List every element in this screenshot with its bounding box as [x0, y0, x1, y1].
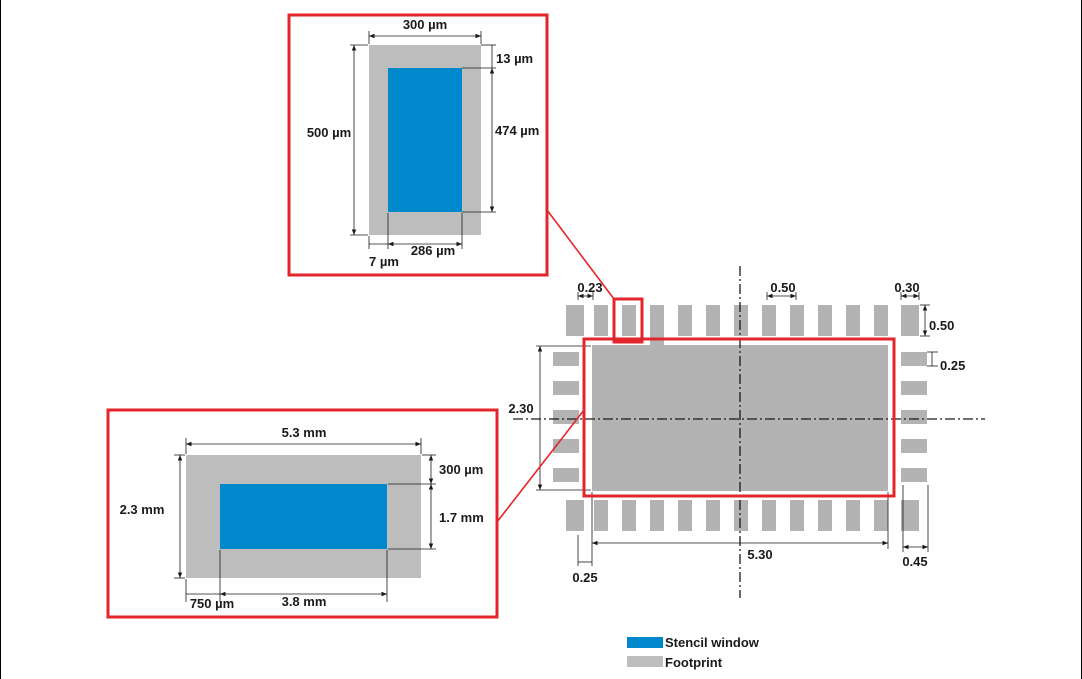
pad-highlight-box	[612, 297, 644, 344]
body-width-label: 5.30	[747, 547, 772, 562]
top-pad	[678, 305, 692, 336]
top-gap-label: 13 µm	[496, 51, 533, 66]
bottom-detail-stencil-window	[220, 484, 387, 549]
bottom-pad	[790, 500, 804, 531]
legend-footprint-swatch	[627, 656, 663, 667]
pitch-label: 0.50	[770, 280, 795, 295]
corner-pad	[901, 500, 919, 531]
bottom-callout-connector	[496, 409, 585, 523]
right-pad	[901, 352, 927, 366]
top-detail-stencil-window	[388, 68, 462, 212]
bottom-pad	[818, 500, 832, 531]
left-pad	[553, 410, 579, 424]
bottom-pad	[846, 500, 860, 531]
top-height-label: 500 µm	[307, 125, 351, 140]
bottom-pad	[650, 500, 664, 531]
top-left-gap-label: 7 µm	[369, 254, 399, 269]
right-pad	[901, 468, 927, 482]
right-pad	[901, 439, 927, 453]
bottom-pad	[706, 500, 720, 531]
bottom-pad-row	[566, 500, 919, 531]
side-pad-label: 0.25	[940, 358, 965, 373]
top-pad	[846, 305, 860, 336]
bottom-pad	[678, 500, 692, 531]
top-pad	[622, 305, 636, 336]
top-pad	[874, 305, 888, 336]
top-window-height-label: 474 µm	[495, 123, 539, 138]
top-pad	[818, 305, 832, 336]
top-pad	[734, 305, 748, 336]
left-pad-column	[553, 352, 579, 482]
bottom-pad	[594, 500, 608, 531]
top-detail: 300 µm 500 µm 13 µm 474 µm 7 µm 286 µm	[287, 13, 549, 277]
bottom-window-width-label: 3.8 mm	[282, 594, 327, 609]
top-pad	[762, 305, 776, 336]
corner-pad	[901, 305, 919, 336]
bottom-pad	[734, 500, 748, 531]
pad-width-label: 0.23	[577, 280, 602, 295]
top-width-label: 300 µm	[403, 17, 447, 32]
left-pad	[553, 468, 579, 482]
body-highlight-box	[582, 337, 896, 498]
legend: Stencil window Footprint	[627, 635, 760, 670]
bottom-detail-callout-box	[106, 408, 499, 619]
corner-pad	[566, 500, 584, 531]
right-pad-column	[901, 352, 927, 482]
body-height-label: 2.30	[508, 401, 533, 416]
legend-stencil-label: Stencil window	[665, 635, 760, 650]
top-pad	[790, 305, 804, 336]
left-pad	[553, 352, 579, 366]
pad-length-label: 0.50	[929, 318, 954, 333]
bottom-gap-label: 300 µm	[439, 462, 483, 477]
right-offset-label: 0.45	[902, 554, 927, 569]
left-offset-label: 0.25	[572, 570, 597, 585]
top-callout-connector	[546, 209, 615, 300]
legend-stencil-swatch	[627, 637, 663, 648]
top-pad	[594, 305, 608, 336]
bottom-width-label: 5.3 mm	[282, 425, 327, 440]
right-pad	[901, 381, 927, 395]
left-pad	[553, 381, 579, 395]
right-pad	[901, 410, 927, 424]
top-window-width-label: 286 µm	[411, 243, 455, 258]
bottom-pad	[762, 500, 776, 531]
top-pad-row	[566, 305, 919, 336]
top-detail-callout-box	[287, 13, 549, 277]
bottom-window-height-label: 1.7 mm	[439, 510, 484, 525]
legend-footprint-label: Footprint	[665, 655, 723, 670]
bottom-left-gap-label: 750 µm	[190, 596, 234, 611]
bottom-height-label: 2.3 mm	[120, 502, 165, 517]
top-pad	[706, 305, 720, 336]
bottom-detail: 5.3 mm 2.3 mm 300 µm 1.7 mm 750 µm 3.8 m…	[106, 408, 499, 619]
bottom-pad	[874, 500, 888, 531]
bottom-pad	[622, 500, 636, 531]
package-footprint: 0.23 0.50 0.30 0.50 0.25 2.30 5.30	[508, 266, 985, 598]
corner-pad	[566, 305, 584, 336]
corner-pad-label: 0.30	[894, 280, 919, 295]
top-pad	[650, 305, 664, 336]
